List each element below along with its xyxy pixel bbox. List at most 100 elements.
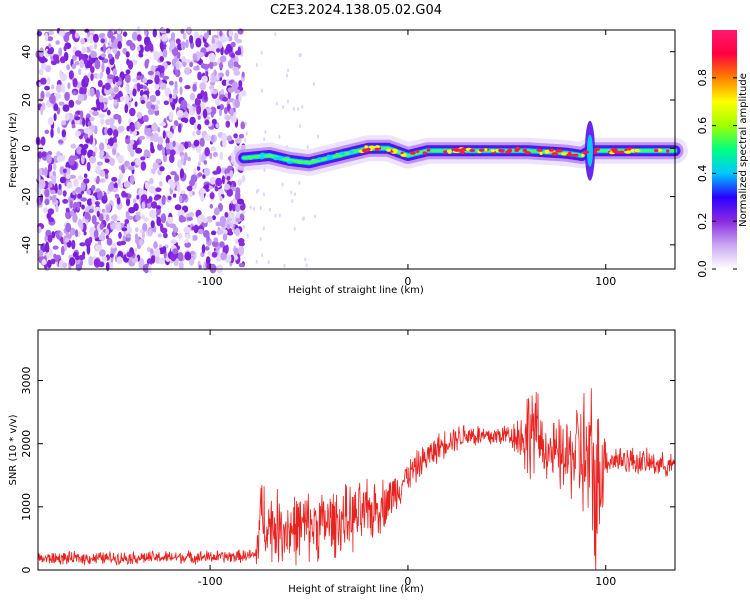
noise-speckle	[148, 40, 152, 51]
noise-speckle	[294, 192, 296, 197]
noise-speckle	[168, 179, 174, 185]
noise-speckle	[65, 210, 72, 220]
noise-speckle	[99, 142, 105, 152]
noise-speckle	[59, 231, 63, 237]
noise-speckle	[88, 236, 93, 244]
noise-speckle	[110, 215, 118, 220]
noise-speckle	[301, 105, 304, 109]
noise-speckle	[72, 190, 76, 196]
noise-speckle	[144, 29, 148, 36]
noise-speckle	[170, 252, 177, 262]
noise-speckle	[80, 147, 87, 156]
noise-speckle	[305, 263, 308, 268]
noise-speckle	[124, 219, 130, 224]
noise-speckle	[197, 115, 201, 120]
noise-speckle	[105, 214, 110, 222]
noise-speckle	[172, 248, 179, 255]
noise-speckle	[117, 41, 122, 50]
ridge-hotspot	[321, 157, 327, 161]
noise-speckle	[145, 127, 152, 133]
noise-speckle	[98, 113, 106, 119]
noise-speckle	[199, 137, 205, 147]
noise-speckle	[238, 245, 245, 256]
noise-speckle	[134, 227, 139, 232]
noise-speckle	[89, 116, 95, 122]
noise-speckle	[229, 170, 234, 179]
noise-speckle	[89, 135, 94, 145]
noise-speckle	[293, 226, 296, 231]
noise-speckle	[141, 201, 146, 210]
noise-speckle	[58, 47, 63, 57]
noise-speckle	[129, 107, 136, 117]
noise-speckle	[242, 224, 245, 229]
noise-speckle	[125, 74, 131, 84]
noise-speckle	[180, 99, 188, 110]
noise-speckle	[44, 188, 50, 198]
noise-speckle	[99, 249, 106, 257]
noise-speckle	[292, 106, 295, 111]
noise-speckle	[191, 226, 196, 231]
noise-speckle	[163, 100, 169, 106]
noise-speckle	[259, 206, 262, 210]
noise-speckle	[97, 80, 103, 88]
noise-speckle	[227, 87, 235, 93]
noise-speckle	[59, 56, 66, 64]
noise-speckle	[154, 74, 160, 85]
spectrogram-y-axis-label: Frequency (Hz)	[8, 112, 19, 188]
noise-speckle	[219, 55, 227, 63]
ridge-hotspot	[490, 149, 495, 153]
noise-speckle	[73, 178, 79, 187]
noise-speckle	[159, 41, 164, 50]
noise-speckle	[195, 145, 202, 153]
noise-speckle	[50, 84, 55, 90]
noise-speckle	[227, 227, 233, 235]
noise-speckle	[74, 32, 80, 39]
noise-speckle	[244, 137, 247, 142]
noise-speckle	[144, 149, 149, 156]
noise-speckle	[124, 103, 129, 114]
colorbar-tick-label: 0.0	[696, 260, 709, 278]
colorbar-ticks: 0.0 0.2 0.4 0.6 0.8	[696, 69, 737, 278]
ridge-hotspot	[249, 156, 253, 160]
noise-speckle	[96, 73, 101, 79]
noise-speckle	[89, 34, 94, 44]
noise-speckle	[234, 191, 241, 201]
spectrogram-noise-region	[35, 26, 320, 274]
noise-speckle	[52, 245, 59, 250]
noise-speckle	[153, 247, 161, 258]
noise-speckle	[159, 122, 166, 127]
noise-speckle	[244, 121, 247, 126]
noise-speckle	[153, 50, 160, 61]
noise-speckle	[40, 62, 47, 70]
noise-speckle	[125, 225, 132, 236]
noise-speckle	[150, 220, 155, 229]
noise-speckle	[77, 193, 83, 199]
noise-speckle	[198, 264, 202, 269]
noise-speckle	[48, 43, 52, 49]
noise-speckle	[70, 143, 77, 149]
noise-speckle	[69, 257, 76, 267]
noise-speckle	[166, 131, 174, 139]
noise-speckle	[38, 151, 43, 159]
noise-speckle	[149, 248, 154, 254]
noise-speckle	[90, 73, 94, 81]
noise-speckle	[143, 263, 150, 274]
ridge-hotspot	[666, 149, 670, 153]
y-tick-label: 0	[20, 145, 33, 152]
noise-speckle	[44, 235, 48, 243]
noise-speckle	[184, 141, 189, 150]
noise-speckle	[221, 229, 228, 236]
noise-speckle	[124, 160, 130, 167]
noise-speckle	[200, 192, 205, 202]
noise-speckle	[282, 105, 285, 109]
noise-speckle	[116, 241, 123, 247]
noise-speckle	[44, 198, 50, 206]
noise-speckle	[224, 115, 232, 121]
noise-speckle	[155, 158, 162, 164]
noise-speckle	[150, 201, 158, 209]
noise-speckle	[117, 125, 125, 132]
noise-speckle	[210, 106, 217, 116]
noise-speckle	[197, 161, 201, 168]
noise-speckle	[142, 114, 149, 123]
noise-speckle	[118, 183, 124, 189]
